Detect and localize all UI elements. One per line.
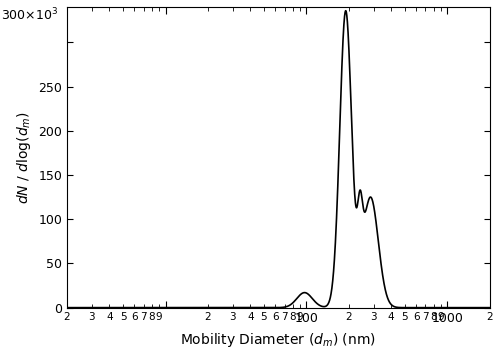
Text: $300{\times}10^3$: $300{\times}10^3$: [2, 7, 58, 23]
Y-axis label: $dN$ / $d$log($d_m$): $dN$ / $d$log($d_m$): [14, 111, 32, 204]
X-axis label: Mobility Diameter ($d_m$) (nm): Mobility Diameter ($d_m$) (nm): [180, 331, 376, 349]
